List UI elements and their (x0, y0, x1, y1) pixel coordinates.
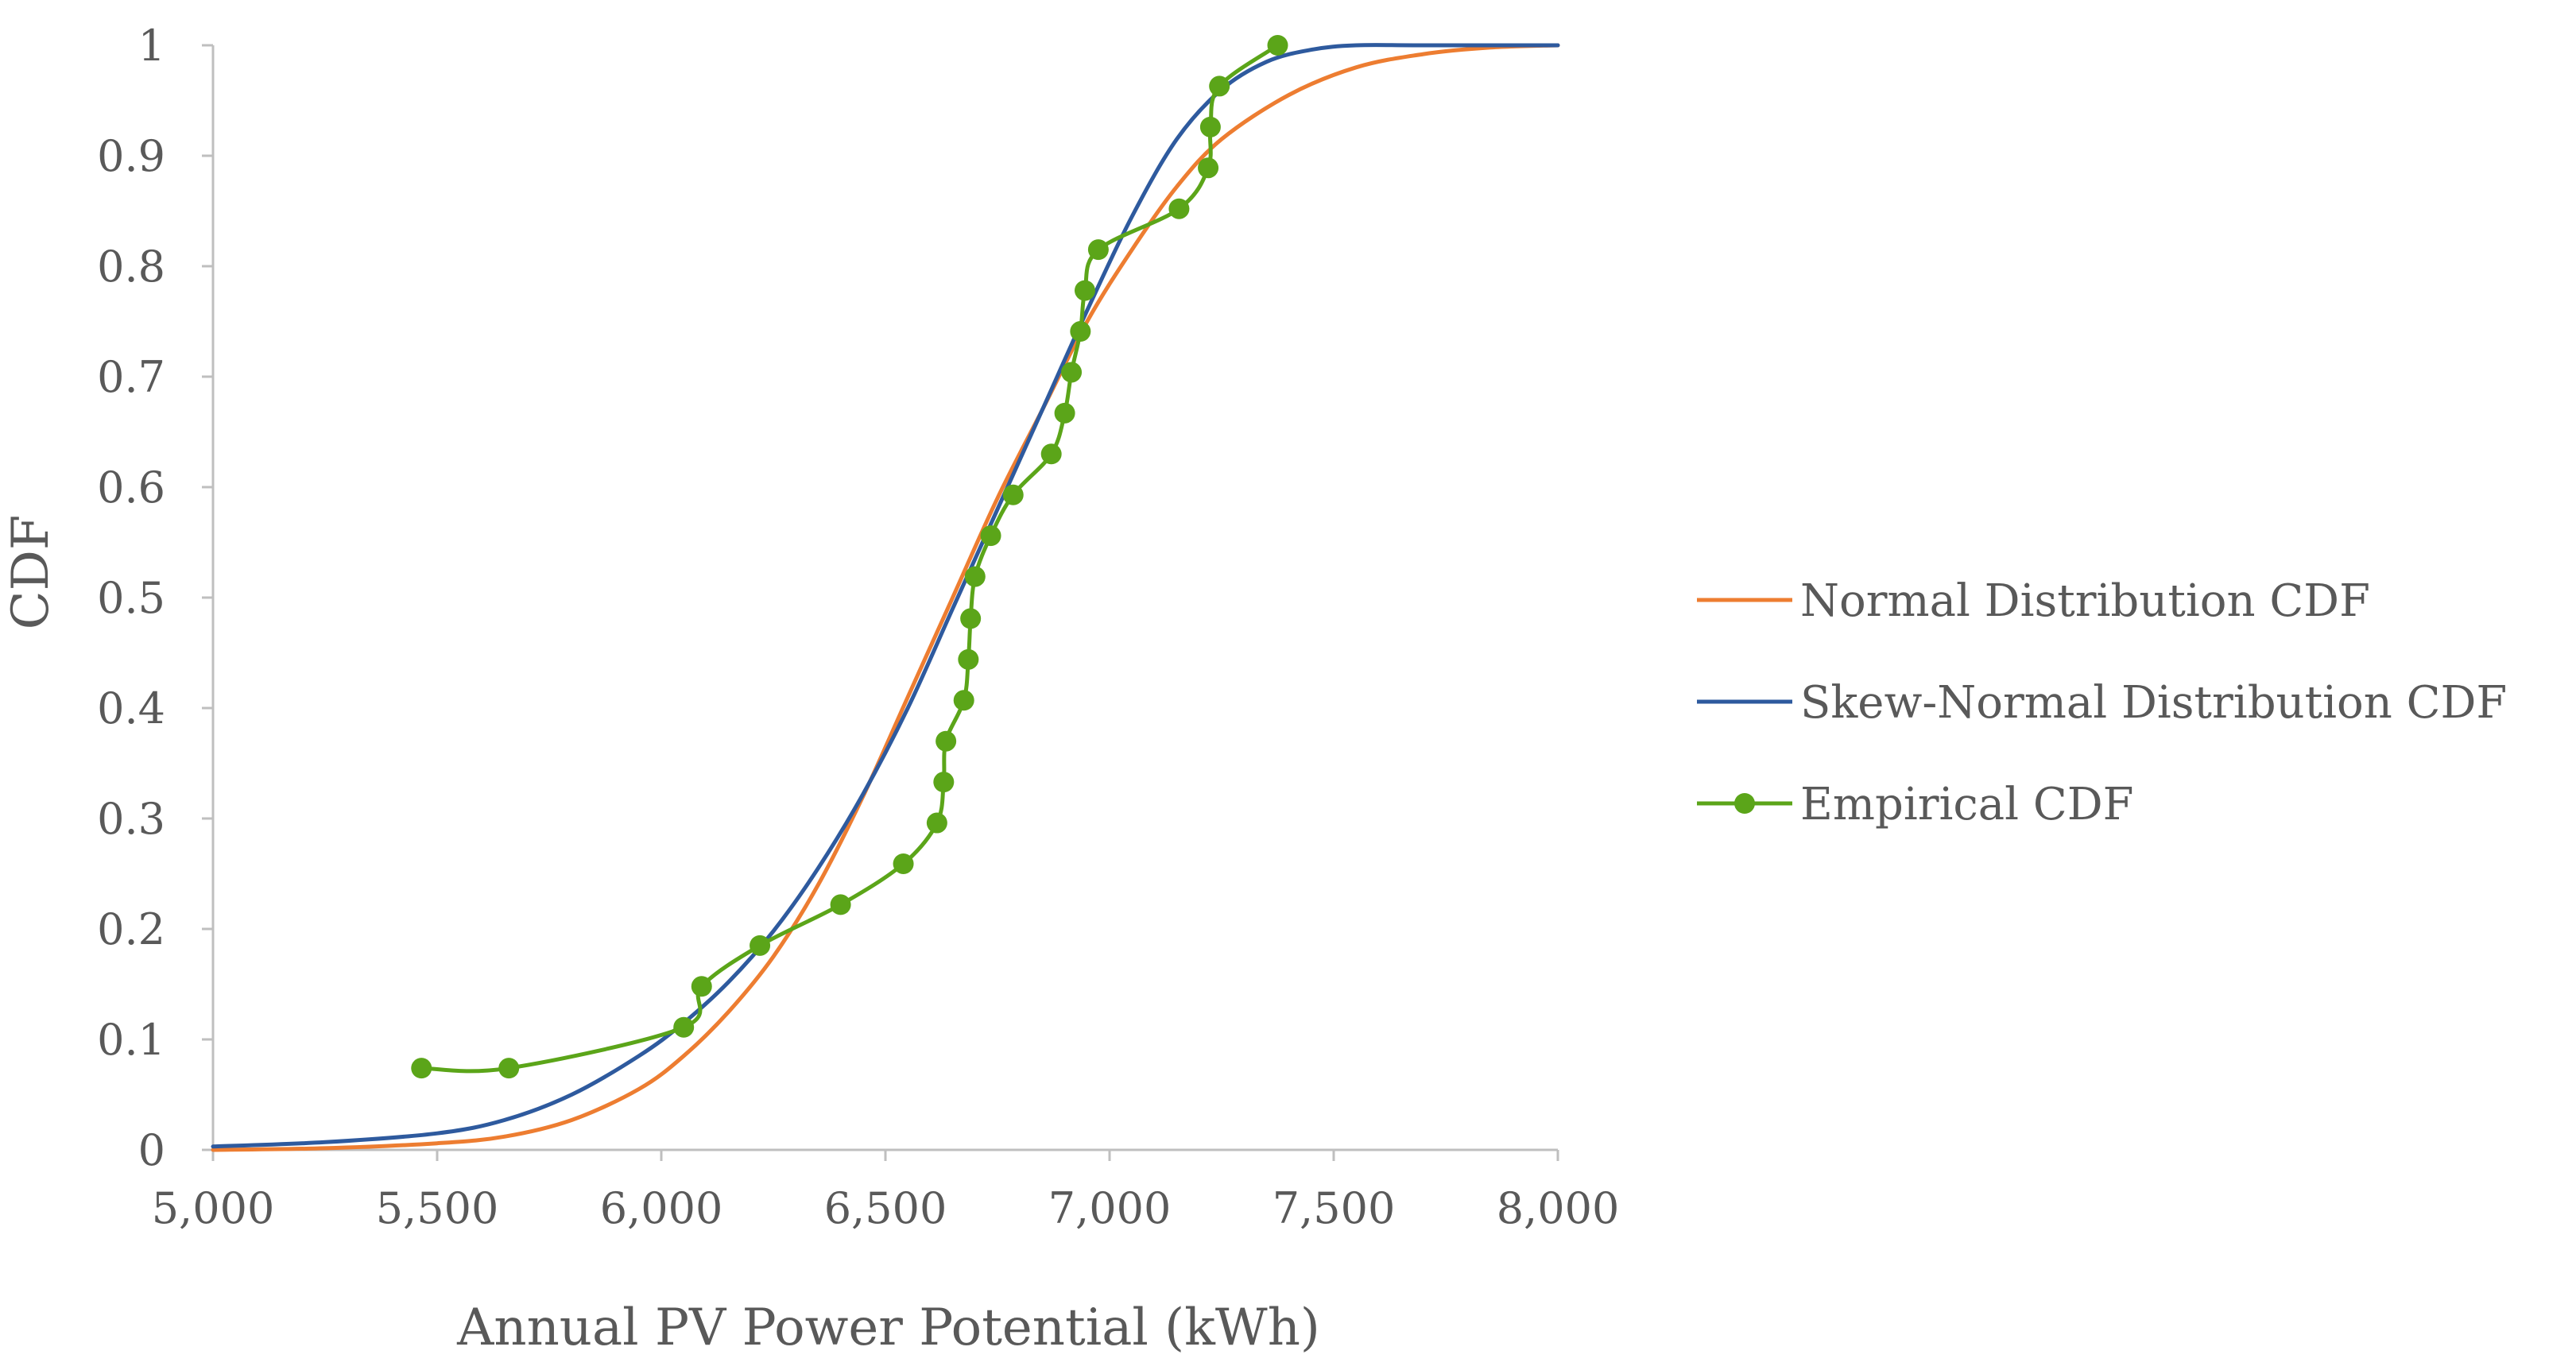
series-skew-normal-cdf (211, 43, 1560, 1149)
legend-label-normal-cdf: Normal Distribution CDF (1800, 575, 2370, 627)
y-tick-label: 0 (138, 1125, 165, 1175)
normal-cdf-line (211, 43, 1560, 1152)
legend-marker-empirical-cdf (1734, 793, 1755, 814)
empirical-cdf-point (1040, 443, 1062, 465)
axes (211, 45, 1558, 1151)
x-tick-label: 7,500 (1273, 1183, 1396, 1233)
empirical-cdf-point (691, 976, 712, 997)
x-tick-label: 5,500 (376, 1183, 499, 1233)
empirical-cdf-point (958, 648, 979, 670)
y-tick-label: 0.5 (97, 573, 165, 623)
x-axis-ticks: 5,000 5,500 6,000 6,500 7,000 7,500 8,000 (152, 1150, 1620, 1233)
x-axis-title: Annual PV Power Potential (kWh) (456, 1298, 1320, 1357)
empirical-cdf-point (1070, 321, 1091, 342)
empirical-cdf-point (933, 772, 955, 793)
empirical-cdf-point (1198, 157, 1219, 179)
y-tick-label: 1 (138, 21, 165, 71)
empirical-cdf-point (1002, 484, 1024, 505)
empirical-cdf-line (419, 43, 1280, 1074)
y-axis-ticks: 0 0.1 0.2 0.3 0.4 0.5 0.6 0.7 0.8 0.9 1 (97, 21, 213, 1175)
empirical-cdf-point (953, 690, 974, 711)
x-tick-label: 6,000 (600, 1183, 723, 1233)
empirical-cdf-point (926, 812, 947, 834)
y-tick-label: 0.8 (97, 242, 165, 292)
empirical-cdf-point (750, 935, 771, 956)
skew-normal-cdf-line (211, 43, 1560, 1149)
series-empirical-cdf (411, 35, 1288, 1079)
x-tick-label: 6,500 (824, 1183, 947, 1233)
y-tick-label: 0.7 (97, 352, 165, 402)
empirical-cdf-point (935, 730, 957, 752)
empirical-cdf-point (1199, 116, 1221, 137)
empirical-cdf-point (1168, 198, 1190, 219)
empirical-cdf-point (893, 853, 914, 874)
empirical-cdf-point (960, 608, 982, 629)
empirical-cdf-point (1209, 75, 1230, 97)
empirical-cdf-point (498, 1058, 520, 1079)
empirical-cdf-point (673, 1016, 695, 1038)
empirical-cdf-point (1054, 402, 1075, 424)
empirical-cdf-point (1061, 362, 1083, 383)
series-normal-cdf (211, 43, 1560, 1152)
y-axis-title: CDF (2, 515, 60, 630)
x-tick-label: 8,000 (1497, 1183, 1620, 1233)
legend-label-skew-normal-cdf: Skew-Normal Distribution CDF (1800, 677, 2507, 729)
empirical-cdf-point (830, 894, 851, 915)
empirical-cdf-point (980, 525, 1001, 547)
empirical-cdf-point (964, 566, 986, 587)
x-tick-label: 5,000 (152, 1183, 275, 1233)
y-tick-label: 0.2 (97, 904, 165, 954)
y-tick-label: 0.4 (97, 683, 165, 733)
legend-label-empirical-cdf: Empirical CDF (1800, 779, 2133, 830)
empirical-cdf-point (1087, 239, 1109, 261)
legend: Normal Distribution CDF Skew-Normal Distr… (1697, 575, 2507, 830)
empirical-cdf-point (1267, 35, 1288, 56)
empirical-cdf-point (1074, 280, 1095, 301)
y-tick-label: 0.3 (97, 794, 165, 844)
x-tick-label: 7,000 (1048, 1183, 1172, 1233)
empirical-cdf-point (411, 1058, 432, 1079)
y-tick-label: 0.9 (97, 131, 165, 181)
series-layer (211, 35, 1560, 1152)
y-tick-label: 0.1 (97, 1015, 165, 1065)
y-tick-label: 0.6 (97, 462, 165, 513)
